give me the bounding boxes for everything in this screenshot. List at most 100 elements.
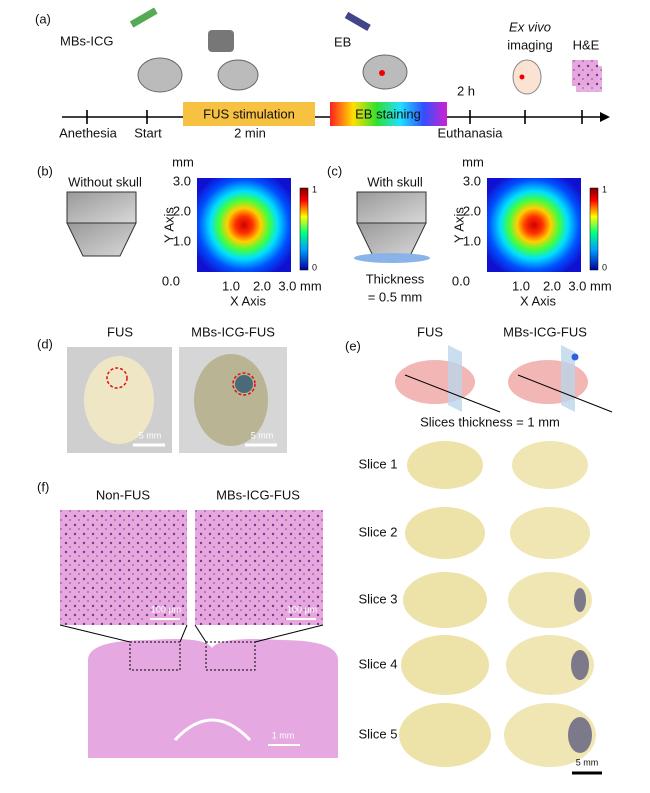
x-tick-label: 1.0 (222, 278, 240, 293)
stage-label: EB staining (355, 106, 421, 121)
brain-slice (504, 703, 596, 767)
scale-bar-label: 5 mm (251, 430, 274, 440)
illustration-rect (208, 30, 234, 52)
y-tick-label: 2.0 (173, 203, 191, 218)
event-label: Anethesia (59, 125, 118, 140)
illustration-ellipse (512, 59, 542, 95)
group-label: MBs-ICG-FUS (216, 487, 300, 502)
y-axis-label: Y Axis (451, 207, 466, 243)
condition-label: Without skull (68, 174, 142, 189)
scale-bar-label: 5 mm (139, 430, 162, 440)
brain-slice (401, 635, 489, 695)
scale-bar-label: 100 μm (287, 604, 317, 614)
illustration-circle (519, 74, 525, 80)
brain-slice (405, 507, 485, 559)
scale-bar-label: 1 mm (272, 730, 295, 740)
transducer-cone (356, 222, 427, 257)
slice-label: Slice 3 (358, 591, 397, 606)
illustration-g (86, 110, 583, 124)
y-tick-label: 3.0 (173, 173, 191, 188)
unit-label: mm (462, 154, 484, 169)
panel-label: (c) (327, 163, 342, 178)
illustration-ellipse (217, 59, 259, 91)
y-tick-label: 0.0 (452, 273, 470, 288)
y-axis-label: Y Axis (161, 207, 176, 243)
transducer (66, 191, 137, 224)
imaging-label: Ex vivo (509, 19, 551, 34)
stain-label: H&E (573, 37, 600, 52)
unit-label: mm (172, 154, 194, 169)
brain-slice (403, 572, 487, 628)
condition-label: With skull (367, 174, 423, 189)
y-tick-label: 1.0 (463, 233, 481, 248)
group-label: FUS (107, 324, 133, 339)
illustration-rect (183, 102, 315, 126)
illustration-line (194, 624, 207, 643)
panel-b: (b) Without skull mm 1 0 3.0 2.0 1.0 0.0 1.0 2.0 3.… (37, 154, 322, 308)
illustration-path (88, 639, 338, 758)
brain-slice (399, 703, 491, 767)
group-label: Non-FUS (96, 487, 151, 502)
y-tick-label: 2.0 (463, 203, 481, 218)
slice-label: Slice 1 (358, 456, 397, 471)
transducer (356, 191, 427, 224)
x-tick-label: 3.0 mm (278, 278, 321, 293)
stage-label: FUS stimulation (203, 106, 295, 121)
illustration-line (517, 374, 613, 413)
illustration-polygon (448, 345, 462, 412)
x-axis-label: X Axis (230, 293, 267, 308)
illustration-circle (379, 70, 385, 76)
illustration-rect (129, 641, 181, 671)
event-label: Start (134, 125, 162, 140)
panel-label: (b) (37, 163, 53, 178)
colorbar-label: 1 (602, 184, 607, 194)
illustration-circle (232, 372, 256, 396)
dye-spot (568, 717, 592, 753)
duration-label: 2 min (234, 125, 266, 140)
heatmap (197, 178, 291, 272)
y-tick-label: 0.0 (162, 273, 180, 288)
illustration-rect (205, 641, 256, 671)
x-axis-label: X Axis (520, 293, 557, 308)
illustration-line (59, 624, 131, 643)
colorbar-label: 0 (602, 262, 607, 272)
brain-slice (506, 635, 594, 695)
imaging-label: imaging (507, 37, 553, 52)
scale-bar-label: 100 μm (151, 604, 181, 614)
illustration-path (173, 718, 252, 742)
agent-label: EB (334, 34, 351, 49)
illustration-ellipse (362, 54, 408, 90)
y-tick-label: 3.0 (463, 173, 481, 188)
illustration-rect (129, 7, 158, 28)
illustration-ellipse (137, 57, 183, 93)
panel-label: (e) (345, 338, 361, 353)
illustration-polygon (600, 112, 610, 122)
slice-label: Slice 5 (358, 726, 397, 741)
brain-slice (512, 441, 588, 489)
delay-label: 2 h (457, 83, 475, 98)
x-tick-label: 2.0 (543, 278, 561, 293)
illustration-polygon (561, 345, 575, 412)
panel-label: (f) (37, 479, 49, 494)
panel-label: (d) (37, 336, 53, 351)
illustration-rect (344, 11, 371, 31)
slice-label: Slice 4 (358, 656, 397, 671)
illustration-line (404, 374, 501, 413)
agent-label: MBs-ICG (60, 33, 113, 48)
illustration-ellipse (354, 253, 430, 263)
illustration-circle (571, 353, 579, 361)
illustration-g (59, 624, 324, 671)
slice-label: Slice 2 (358, 524, 397, 539)
slices: Slice 1 Slice 2 Slice 3 Slice 4 Slice 5 (358, 441, 596, 767)
brain-slice (407, 441, 483, 489)
panel-c: (c) With skull mm 1 0 3.0 2.0 1.0 0.0 1.0 2.0 3.0 m… (327, 154, 612, 308)
x-tick-label: 2.0 (253, 278, 271, 293)
colorbar-label: 1 (312, 184, 317, 194)
illustration-rect (330, 102, 447, 126)
thickness-label: Thickness (366, 271, 425, 286)
event-label: Euthanasia (437, 125, 503, 140)
dye-spot (571, 650, 589, 680)
group-label: MBs-ICG-FUS (191, 324, 275, 339)
